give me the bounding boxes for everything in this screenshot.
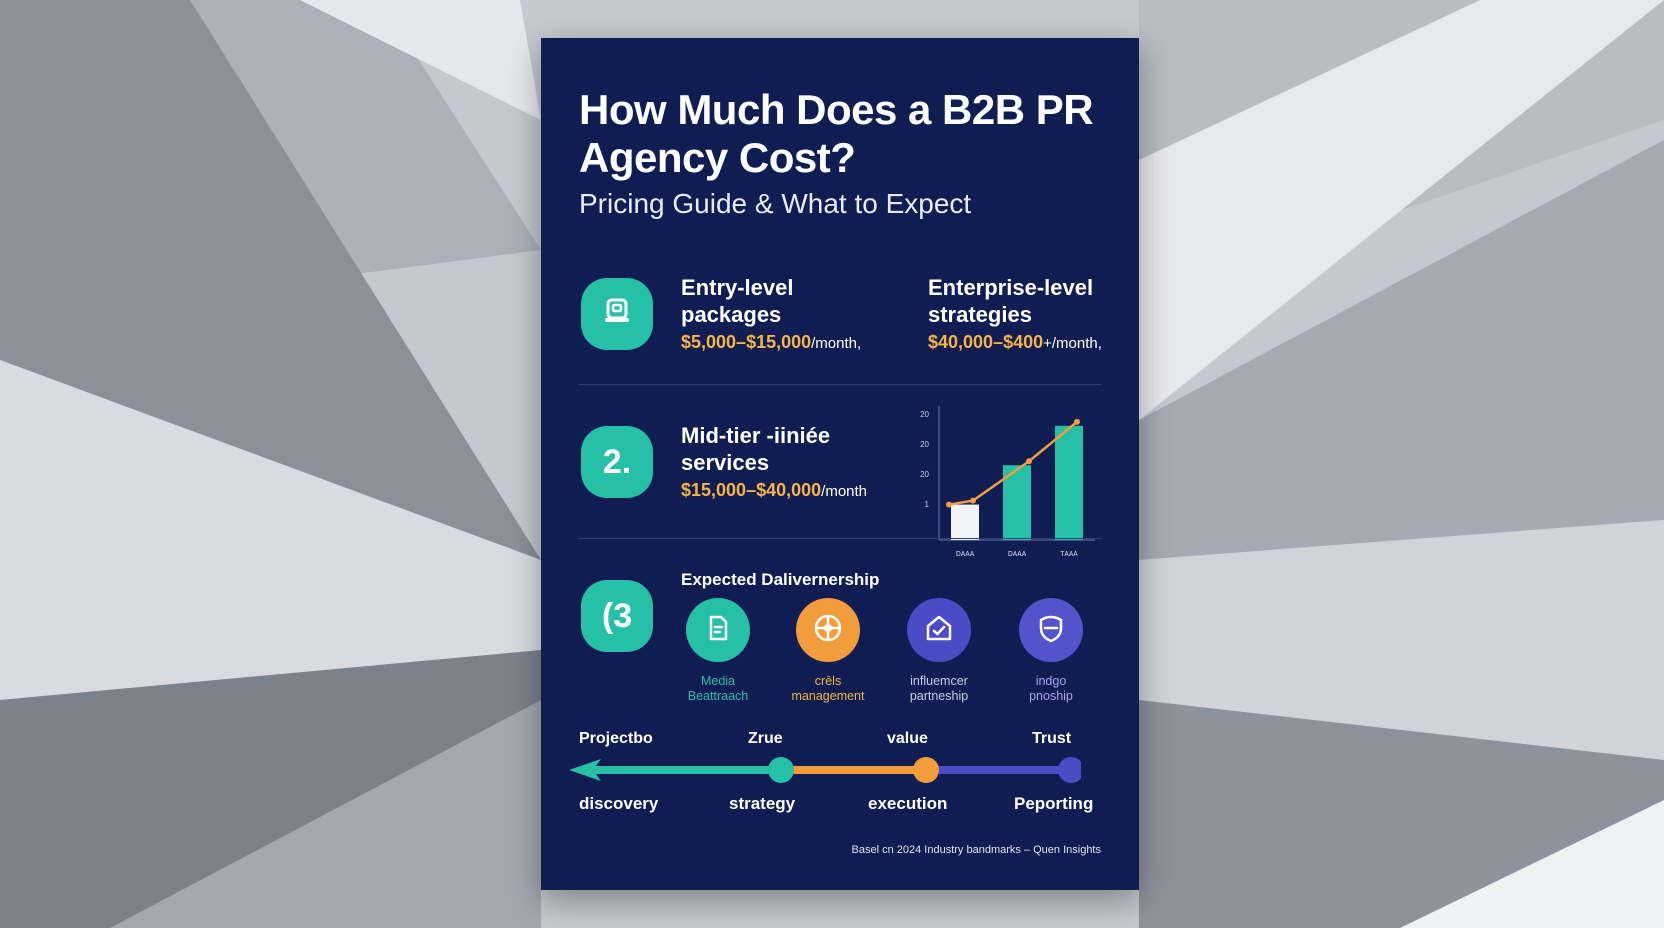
deliverable-media-label-line1: Media bbox=[700, 674, 736, 688]
tier-mid-price-unit: /month bbox=[821, 483, 868, 500]
tier-entry-price-unit: /month, bbox=[811, 335, 862, 352]
timeline-bottom-label-1: discovery bbox=[579, 794, 659, 813]
deliverables-title: Expected Dalivernership bbox=[681, 570, 880, 589]
tier-2-badge: 2. bbox=[581, 426, 653, 498]
divider-1 bbox=[579, 384, 1101, 385]
compass-icon bbox=[811, 611, 845, 650]
chart-x-tick-label: ᴅᴀᴀᴀ bbox=[1008, 548, 1027, 558]
chart-trend-point bbox=[1074, 418, 1080, 425]
timeline-bottom-label-4: Peporting bbox=[1014, 794, 1094, 813]
deliverable-indgo-label: indgo pnoship bbox=[996, 674, 1106, 704]
chart-y-tick-label: 20 bbox=[920, 470, 929, 479]
document-icon bbox=[702, 612, 734, 649]
deliverable-media bbox=[686, 598, 750, 662]
chart-bar bbox=[951, 504, 979, 540]
divider-2 bbox=[579, 538, 1101, 539]
tier-entry-price-value: $5,000–$15,000 bbox=[681, 332, 812, 352]
tier-enterprise-price: $40,000–$400+/month, bbox=[928, 332, 1102, 353]
timeline-top-label-4: Trust bbox=[1032, 730, 1072, 747]
timeline-node-strategy bbox=[768, 757, 794, 783]
tier-enterprise: Enterprise-level strategies $40,000–$400… bbox=[928, 274, 1102, 353]
deliverable-crisis-label-line2: management bbox=[791, 689, 865, 703]
tier-mid: Mid-tier ‑iiniée services $15,000–$40,00… bbox=[681, 422, 867, 501]
timeline-bottom-label-3: execution bbox=[868, 794, 948, 813]
tier-enterprise-price-value: $40,000–$400 bbox=[928, 332, 1044, 352]
chart-trend-point bbox=[1026, 458, 1032, 465]
timeline-bottom-label-2: strategy bbox=[729, 794, 796, 813]
timeline-top-label-3: value bbox=[887, 730, 928, 747]
house-check-icon bbox=[922, 611, 956, 650]
page-title: How Much Does a B2B PR Agency Cost? bbox=[579, 86, 1094, 181]
chart-trend-point bbox=[970, 497, 976, 504]
lock-icon bbox=[599, 292, 635, 337]
chart-trend-line bbox=[948, 420, 1078, 506]
chart-x-tick-label: ᴅᴀᴀᴀ bbox=[956, 548, 975, 558]
tier-1-badge bbox=[581, 278, 653, 350]
page-subtitle: Pricing Guide & What to Expect bbox=[579, 188, 972, 219]
timeline-start-arrow bbox=[569, 759, 601, 781]
shield-icon bbox=[1034, 611, 1068, 650]
deliverable-crisis-label-line1: crēls bbox=[814, 674, 842, 688]
deliverable-influencer-label-line2: partneship bbox=[909, 689, 969, 703]
deliverable-influencer-label-line1: influemcer bbox=[910, 674, 968, 688]
tier-enterprise-name-line2: strategies bbox=[928, 302, 1032, 327]
deliverable-crisis-label: crēls management bbox=[773, 674, 883, 704]
tier-entry-price: $5,000–$15,000/month, bbox=[681, 332, 861, 353]
footnote: Basel cn 2024 Industry bandmarks – Quen … bbox=[851, 844, 1101, 856]
deliverable-media-label: Media Beattraach bbox=[663, 674, 773, 704]
timeline-top-label-1: Projectbo bbox=[579, 730, 653, 747]
tier-mid-name-line2: services bbox=[681, 450, 770, 475]
deliverable-media-label-line2: Beattraach bbox=[687, 689, 749, 703]
timeline-node-reporting bbox=[1058, 757, 1081, 783]
chart-trend-point bbox=[946, 501, 952, 508]
deliverable-influencer bbox=[907, 598, 971, 662]
chart-y-tick-label: 20 bbox=[920, 410, 929, 419]
deliverable-influencer-label: influemcer partneship bbox=[884, 674, 994, 704]
tier-entry-name-line1: Entry-level bbox=[681, 275, 794, 300]
deliverable-indgo bbox=[1019, 598, 1083, 662]
tier-enterprise-price-unit: +/month, bbox=[1043, 335, 1102, 352]
tier-enterprise-name-line1: Enterprise-level bbox=[928, 275, 1094, 300]
chart-y-tick-label: 20 bbox=[920, 440, 929, 449]
deliverable-crisis bbox=[796, 598, 860, 662]
chart-y-tick-label: 1 bbox=[925, 500, 930, 509]
deliverable-indgo-label-line2: pnoship bbox=[1029, 689, 1073, 703]
timeline-node-execution bbox=[913, 757, 939, 783]
tier-entry: Entry-level packages $5,000–$15,000/mont… bbox=[681, 274, 861, 353]
tier-mid-price-value: $15,000–$40,000 bbox=[681, 480, 822, 500]
pricing-bar-chart: 20 20 20 1 ᴅᴀᴀᴀ ᴅᴀᴀᴀ ᴛᴀᴀᴀ bbox=[920, 406, 1095, 558]
timeline-bar bbox=[569, 757, 1081, 783]
deliverable-indgo-label-line1: indgo bbox=[1035, 674, 1067, 688]
chart-x-tick-label: ᴛᴀᴀᴀ bbox=[1060, 548, 1078, 558]
tier-mid-name-line1: Mid-tier ‑iiniée bbox=[681, 423, 831, 448]
chart-bar bbox=[1055, 425, 1083, 540]
tier-mid-price: $15,000–$40,000/month bbox=[681, 480, 867, 501]
infographic-card: How Much Does a B2B PR Agency Cost? Pric… bbox=[541, 38, 1139, 890]
tier-3-badge: (3 bbox=[581, 580, 653, 652]
timeline-top-label-2: Zrue bbox=[748, 730, 783, 747]
tier-entry-name-line2: packages bbox=[681, 302, 782, 327]
